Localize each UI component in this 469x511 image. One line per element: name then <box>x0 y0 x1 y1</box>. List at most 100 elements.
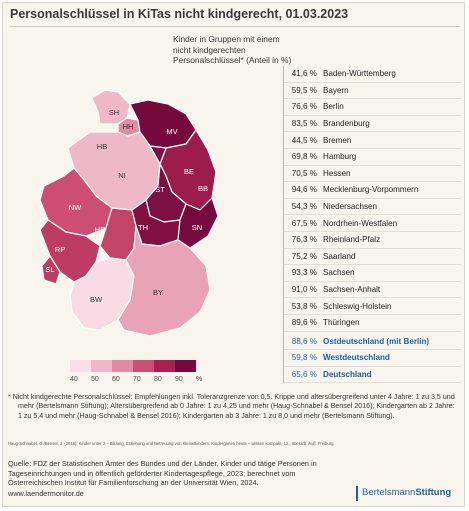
row-name: Ostdeutschland (mit Berlin) <box>323 336 430 346</box>
row-name: Sachsen-Anhalt <box>323 285 381 295</box>
source-text: Quelle: FDZ der Statistischen Ämter des … <box>8 459 317 488</box>
row-value: 93,3 % <box>291 268 317 278</box>
state-label-nw: NW <box>69 203 82 212</box>
row-name: Thüringen <box>323 318 360 328</box>
state-row: 83,5 % Brandenburg <box>284 116 461 133</box>
legend-swatch <box>175 360 196 372</box>
map-subtitle: Kinder in Gruppen mit einem nicht kindge… <box>173 34 292 65</box>
state-label-rp: RP <box>55 245 65 254</box>
color-legend <box>70 360 196 372</box>
row-name: Brandenburg <box>323 119 370 129</box>
row-name: Bayern <box>323 85 349 95</box>
row-value: 69,8 % <box>291 152 317 162</box>
legend-label: 80 <box>154 376 162 383</box>
row-name: Deutschland <box>323 369 372 379</box>
row-value: 76,6 % <box>291 102 317 112</box>
row-value: 65,6 % <box>291 369 317 379</box>
state-label-by: BY <box>153 288 163 297</box>
row-name: Saarland <box>323 251 356 261</box>
state-row: 44,5 % Bremen <box>284 132 461 149</box>
state-row: 41,6 % Baden-Württemberg <box>284 66 461 83</box>
legend-label: % <box>196 376 203 383</box>
brand-bar <box>356 486 358 501</box>
row-name: Hamburg <box>323 152 357 162</box>
row-value: 88,6 % <box>291 336 317 346</box>
state-row: 70,5 % Hessen <box>284 166 461 183</box>
state-row: 91,0 % Sachsen-Anhalt <box>284 282 461 299</box>
state-label-mv: MV <box>166 127 177 136</box>
state-row: 67,5 % Nordrhein-Westfalen <box>284 215 461 232</box>
state-label-ni: NI <box>118 171 126 180</box>
state-label-sh: SH <box>109 108 119 117</box>
website-link[interactable]: www.laendermonitor.de <box>8 489 84 498</box>
legend-label: 60 <box>112 376 120 383</box>
state-row: 69,8 % Hamburg <box>284 149 461 166</box>
row-name: Hessen <box>323 168 351 178</box>
row-name: Sachsen <box>323 268 355 278</box>
row-value: 59,8 % <box>291 353 317 363</box>
row-value: 70,5 % <box>291 168 317 178</box>
summary-row: 88,6 % Ostdeutschland (mit Berlin) <box>284 334 461 351</box>
legend-label: 70 <box>133 376 141 383</box>
brand-part1: Bertelsmann <box>362 487 416 498</box>
row-name: Berlin <box>323 102 344 112</box>
bertelsmann-stiftung-logo: BertelsmannStiftung <box>362 487 451 498</box>
legend-swatch <box>154 360 175 372</box>
legend-swatch <box>70 360 91 372</box>
state-region-sl <box>41 255 61 285</box>
row-value: 83,5 % <box>291 119 317 129</box>
state-label-st: ST <box>155 185 165 194</box>
row-value: 89,6 % <box>291 318 317 328</box>
state-row: 94,6 % Mecklenburg-Vorpommern <box>284 182 461 199</box>
state-region-by <box>117 225 211 337</box>
row-value: 91,0 % <box>291 285 317 295</box>
state-row: 59,5 % Bayern <box>284 83 461 100</box>
page-title: Personalschlüssel in KiTas nicht kindger… <box>10 7 349 21</box>
row-name: Mecklenburg-Vorpommern <box>323 185 419 195</box>
legend-swatch <box>133 360 154 372</box>
state-label-hb: HB <box>97 142 107 151</box>
state-label-sn: SN <box>192 223 202 232</box>
state-row: 54,3 % Niedersachsen <box>284 199 461 216</box>
state-label-th: TH <box>138 223 148 232</box>
row-name: Rheinland-Pfalz <box>323 235 381 245</box>
row-name: Westdeutschland <box>323 353 390 363</box>
summary-row: 59,8 % Westdeutschland <box>284 350 461 367</box>
state-label-be: BE <box>184 167 194 176</box>
row-value: 59,5 % <box>291 85 317 95</box>
state-row: 75,2 % Saarland <box>284 249 461 266</box>
reference-text: Haug-Schnabel, G./Bensel, J. (2016): Kin… <box>8 441 335 446</box>
row-value: 53,8 % <box>291 301 317 311</box>
row-value: 54,3 % <box>291 202 317 212</box>
state-label-sl: SL <box>45 265 54 274</box>
state-row: 89,6 % Thüringen <box>284 315 461 332</box>
state-label-hh: HH <box>123 122 134 131</box>
state-row: 53,8 % Schleswig-Holstein <box>284 298 461 315</box>
state-row: 76,3 % Rheinland-Pfalz <box>284 232 461 249</box>
row-value: 67,5 % <box>291 218 317 228</box>
row-value: 44,5 % <box>291 135 317 145</box>
row-name: Niedersachsen <box>323 202 377 212</box>
summary-row: 65,6 % Deutschland <box>284 367 461 384</box>
title-divider <box>10 26 460 27</box>
state-label-bw: BW <box>90 295 103 304</box>
footnote-text: * Nicht kindgerechte Personalschlüssel: … <box>8 393 455 420</box>
legend-label: 40 <box>70 376 78 383</box>
brand-part2: Stiftung <box>415 487 452 498</box>
legend-swatch <box>112 360 133 372</box>
state-value-list: 41,6 % Baden-Württemberg 59,5 % Bayern 76,6 … <box>283 66 461 384</box>
legend-swatch <box>91 360 112 372</box>
state-label-he: HE <box>95 225 105 234</box>
legend-label: 90 <box>175 376 183 383</box>
footnote: * Nicht kindgerechte Personalschlüssel: … <box>8 393 460 421</box>
row-value: 94,6 % <box>291 185 317 195</box>
state-row: 76,6 % Berlin <box>284 99 461 116</box>
state-row: 93,3 % Sachsen <box>284 265 461 282</box>
row-name: Baden-Württemberg <box>323 69 396 79</box>
row-value: 75,2 % <box>291 251 317 261</box>
row-value: 41,6 % <box>291 69 317 79</box>
row-value: 76,3 % <box>291 235 317 245</box>
row-name: Nordrhein-Westfalen <box>323 218 398 228</box>
row-name: Schleswig-Holstein <box>323 301 392 311</box>
